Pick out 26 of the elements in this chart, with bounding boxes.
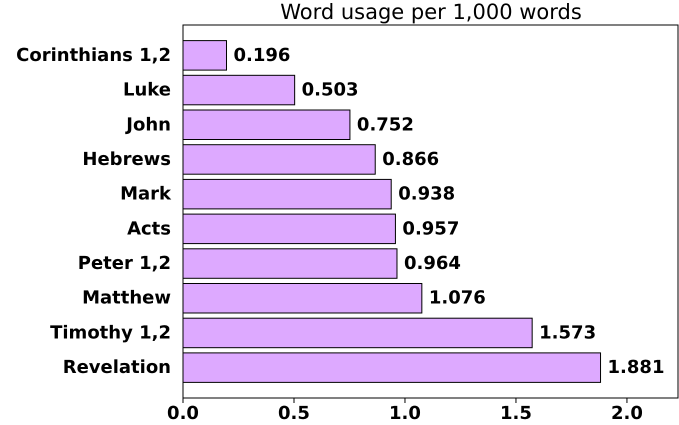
data-label: 0.938 [398,184,456,205]
data-label: 0.503 [302,80,359,101]
y-tick-label: Luke [123,80,171,101]
y-tick-label: Hebrews [82,148,171,170]
y-tick-label: Corinthians 1,2 [16,44,171,66]
x-tick-label: 2.0 [611,403,643,424]
data-label: 0.866 [382,148,440,170]
data-label: 0.196 [234,44,290,66]
data-label: 1.076 [428,288,486,309]
x-tick-label: 1.0 [389,403,421,424]
data-label: 0.964 [404,253,461,274]
y-tick-label: Matthew [82,288,171,309]
data-label: 1.573 [539,322,596,344]
x-tick-label: 0.5 [278,403,310,424]
y-tick-label: Acts [127,218,171,240]
x-tick-label: 0.0 [167,403,199,424]
y-tick-label: Timothy 1,2 [50,322,171,344]
y-tick-label: John [124,114,171,136]
y-tick-label: Peter 1,2 [78,253,171,274]
data-label: 1.881 [608,357,664,378]
data-label: 0.957 [402,218,460,240]
y-tick-label: Mark [120,184,172,205]
x-tick-label: 1.5 [500,403,532,424]
y-tick-label: Revelation [62,357,171,378]
data-label: 0.752 [356,114,414,136]
chart-title: Word usage per 1,000 words [280,0,582,24]
